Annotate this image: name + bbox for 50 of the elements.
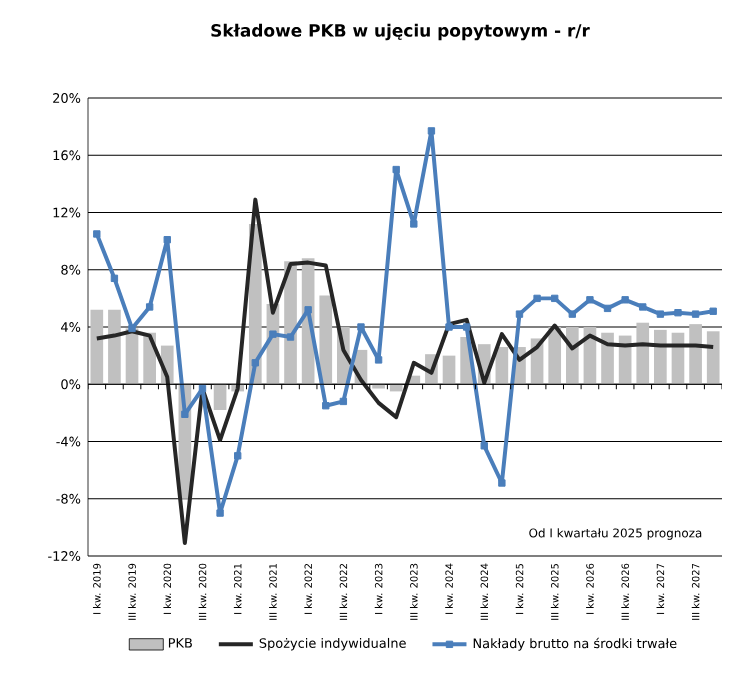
point bbox=[286, 333, 295, 341]
point bbox=[322, 402, 330, 410]
point bbox=[110, 274, 119, 283]
point bbox=[410, 220, 418, 228]
point bbox=[181, 410, 189, 418]
point bbox=[586, 296, 594, 304]
point bbox=[656, 310, 665, 318]
bar bbox=[565, 327, 579, 385]
point bbox=[357, 323, 365, 331]
bar bbox=[442, 355, 456, 385]
point bbox=[480, 442, 488, 450]
point bbox=[515, 310, 524, 318]
point bbox=[621, 296, 629, 304]
point bbox=[709, 307, 717, 315]
point bbox=[145, 303, 154, 311]
bar bbox=[706, 331, 720, 385]
point bbox=[339, 397, 348, 406]
point bbox=[234, 452, 242, 460]
point bbox=[603, 304, 612, 313]
point bbox=[392, 165, 400, 174]
point bbox=[674, 309, 682, 317]
point bbox=[427, 127, 436, 135]
point bbox=[304, 306, 312, 314]
bar bbox=[601, 332, 614, 385]
point bbox=[533, 294, 541, 303]
point bbox=[551, 294, 559, 303]
point bbox=[251, 359, 259, 367]
point bbox=[198, 384, 207, 393]
point bbox=[691, 310, 700, 318]
point bbox=[163, 236, 171, 244]
bar bbox=[108, 309, 121, 385]
bar bbox=[654, 329, 667, 385]
point bbox=[639, 303, 647, 311]
bar bbox=[213, 384, 227, 411]
point bbox=[445, 323, 453, 331]
chart-title: Składowe PKB w ujęciu popytowym - r/r bbox=[211, 23, 590, 41]
point bbox=[462, 323, 471, 331]
bar bbox=[548, 327, 562, 385]
point bbox=[93, 230, 101, 238]
point bbox=[374, 356, 383, 364]
point bbox=[498, 479, 506, 487]
point bbox=[269, 330, 277, 338]
bar bbox=[90, 309, 104, 385]
point bbox=[568, 310, 576, 318]
point bbox=[216, 509, 224, 517]
bar bbox=[636, 322, 650, 385]
point bbox=[128, 324, 136, 333]
bar bbox=[495, 347, 509, 385]
bar bbox=[689, 324, 702, 385]
bar bbox=[319, 295, 333, 385]
